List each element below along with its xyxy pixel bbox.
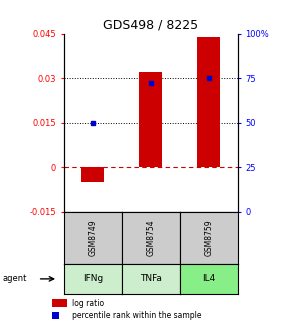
Bar bbox=[139, 72, 162, 167]
Text: GDS498 / 8225: GDS498 / 8225 bbox=[103, 18, 198, 32]
Text: TNFa: TNFa bbox=[140, 275, 162, 283]
Text: IL4: IL4 bbox=[202, 275, 215, 283]
Bar bbox=[197, 37, 220, 167]
Bar bbox=[81, 167, 104, 182]
Text: GSM8759: GSM8759 bbox=[204, 219, 213, 256]
Text: GSM8749: GSM8749 bbox=[88, 219, 97, 256]
Text: IFNg: IFNg bbox=[83, 275, 103, 283]
Text: percentile rank within the sample: percentile rank within the sample bbox=[72, 311, 202, 320]
Text: agent: agent bbox=[3, 275, 27, 283]
Text: log ratio: log ratio bbox=[72, 299, 105, 308]
Text: GSM8754: GSM8754 bbox=[146, 219, 155, 256]
